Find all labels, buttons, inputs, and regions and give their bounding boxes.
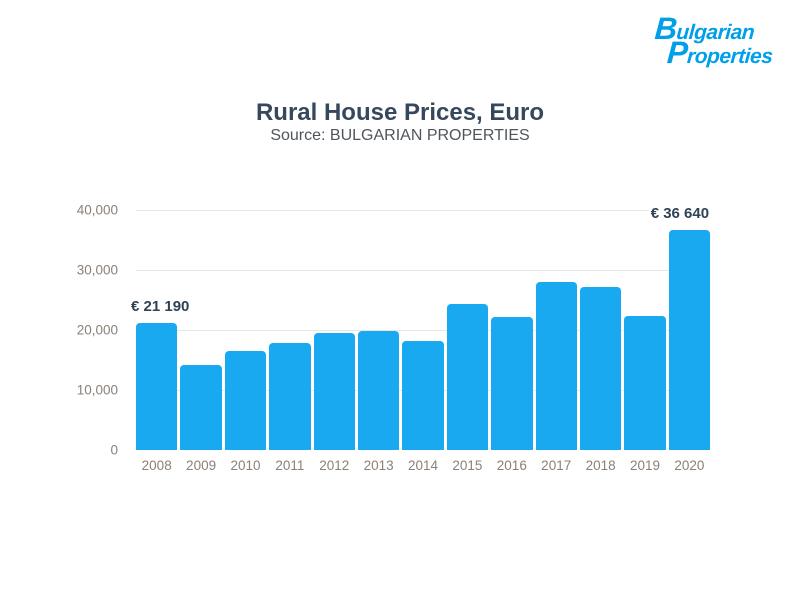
y-tick-label-40000: 40,000 [76, 202, 118, 218]
value-label-2008: € 21 190 [129, 297, 192, 315]
x-tick-label-2019: 2019 [629, 458, 661, 473]
gridline-30000 [136, 270, 710, 271]
y-tick-label-20000: 20,000 [76, 322, 118, 338]
bar-2010: 2010 [224, 351, 267, 473]
bulgarian-properties-logo: Bulgarian Properties [653, 11, 776, 71]
bar-2009: 2009 [180, 365, 222, 473]
x-tick-label-2010: 2010 [230, 458, 261, 473]
bar-2008: 2008 € 21 190 [129, 297, 192, 473]
bar-2016: 2016 [491, 317, 533, 473]
x-tick-label-2015: 2015 [452, 458, 483, 473]
gridline-20000 [136, 330, 710, 331]
y-tick-label-10000: 10,000 [76, 382, 118, 398]
gridline-40000 [136, 210, 710, 211]
x-tick-label-2018: 2018 [585, 458, 616, 473]
bar-2013: 2013 [357, 330, 400, 473]
x-tick-label-2008: 2008 [141, 458, 172, 473]
x-tick-label-2014: 2014 [408, 458, 439, 473]
x-tick-label-2013: 2013 [363, 458, 394, 473]
bar-2019: 2019 [624, 315, 666, 473]
x-tick-label-2009: 2009 [186, 458, 217, 473]
x-tick-label-2011: 2011 [275, 458, 305, 473]
y-axis: 0 10,000 20,000 30,000 40,000 [0, 203, 118, 458]
bar-2012: 2012 [313, 333, 355, 473]
bar-2015: 2015 [446, 304, 489, 473]
chart-subtitle: Source: BULGARIAN PROPERTIES [270, 127, 530, 144]
x-tick-label-2012: 2012 [319, 458, 350, 473]
y-tick-label-30000: 30,000 [76, 262, 118, 278]
chart-title: Rural House Prices, Euro [255, 99, 545, 126]
bar-2018: 2018 [579, 286, 622, 473]
bar-2011: 2011 [269, 343, 311, 473]
x-tick-label-2016: 2016 [496, 458, 527, 473]
value-label-2020: € 36 640 [648, 205, 712, 223]
y-tick-label-0: 0 [110, 442, 118, 458]
logo-line-2: Properties [666, 35, 774, 71]
x-tick-label-2020: 2020 [674, 458, 705, 473]
x-tick-label-2017: 2017 [541, 458, 572, 473]
bar-2014: 2014 [402, 340, 444, 473]
bar-2017: 2017 [535, 282, 577, 473]
bar-2020: 2020 € 36 640 [648, 205, 712, 473]
plot-area: 2008 € 21 190 2009 2010 2011 2012 2013 2014 2015… [129, 205, 712, 473]
